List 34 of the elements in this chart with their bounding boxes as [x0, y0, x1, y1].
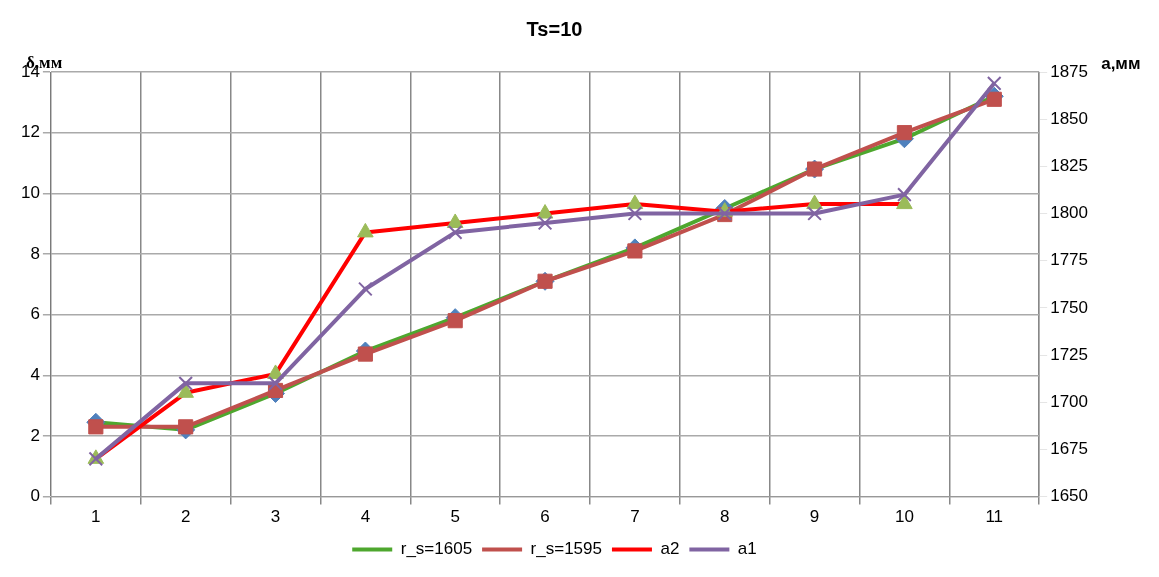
x-tick-label: 3 — [270, 507, 281, 527]
y2-tick-label: 1850 — [1050, 108, 1089, 128]
x-tick-label: 5 — [450, 507, 460, 527]
y-tick-label: 8 — [30, 243, 40, 263]
chart-title: Ts=10 — [526, 17, 583, 40]
y-tick-label: 0 — [30, 486, 40, 506]
x-tick-label: 7 — [630, 507, 640, 527]
y-tick-label: 2 — [30, 425, 40, 445]
y-tick-label: 4 — [30, 364, 40, 384]
x-tick-label: 4 — [360, 507, 371, 527]
y2-tick-label: 1750 — [1050, 297, 1089, 317]
x-tick-label: 6 — [540, 507, 550, 527]
legend-label: a2 — [660, 539, 680, 559]
y2-tick-label: 1775 — [1050, 250, 1089, 270]
legend-label: r_s=1595 — [530, 539, 602, 559]
x-tick-label: 9 — [809, 507, 820, 527]
y-tick-label: 10 — [20, 183, 40, 202]
y2-tick-label: 1650 — [1050, 486, 1089, 506]
y2-tick-label: 1875 — [1050, 61, 1089, 81]
y2-tick-label: 1800 — [1050, 203, 1089, 223]
y2-tick-label: 1825 — [1050, 156, 1089, 176]
x-tick-label: 2 — [180, 507, 191, 527]
x-tick-label: 11 — [985, 507, 1004, 527]
y2-axis-title: a,мм — [1101, 53, 1141, 73]
y-tick-label: 12 — [20, 122, 40, 142]
x-tick-label: 1 — [91, 507, 101, 527]
legend-label: a1 — [737, 539, 757, 559]
x-tick-label: 8 — [720, 507, 730, 527]
legend-label: r_s=1605 — [400, 539, 473, 559]
y2-tick-label: 1675 — [1050, 439, 1089, 459]
y2-tick-label: 1700 — [1050, 391, 1089, 411]
x-tick-label: 10 — [894, 507, 914, 527]
y-tick-label: 6 — [30, 304, 40, 324]
y2-tick-label: 1725 — [1050, 344, 1089, 364]
